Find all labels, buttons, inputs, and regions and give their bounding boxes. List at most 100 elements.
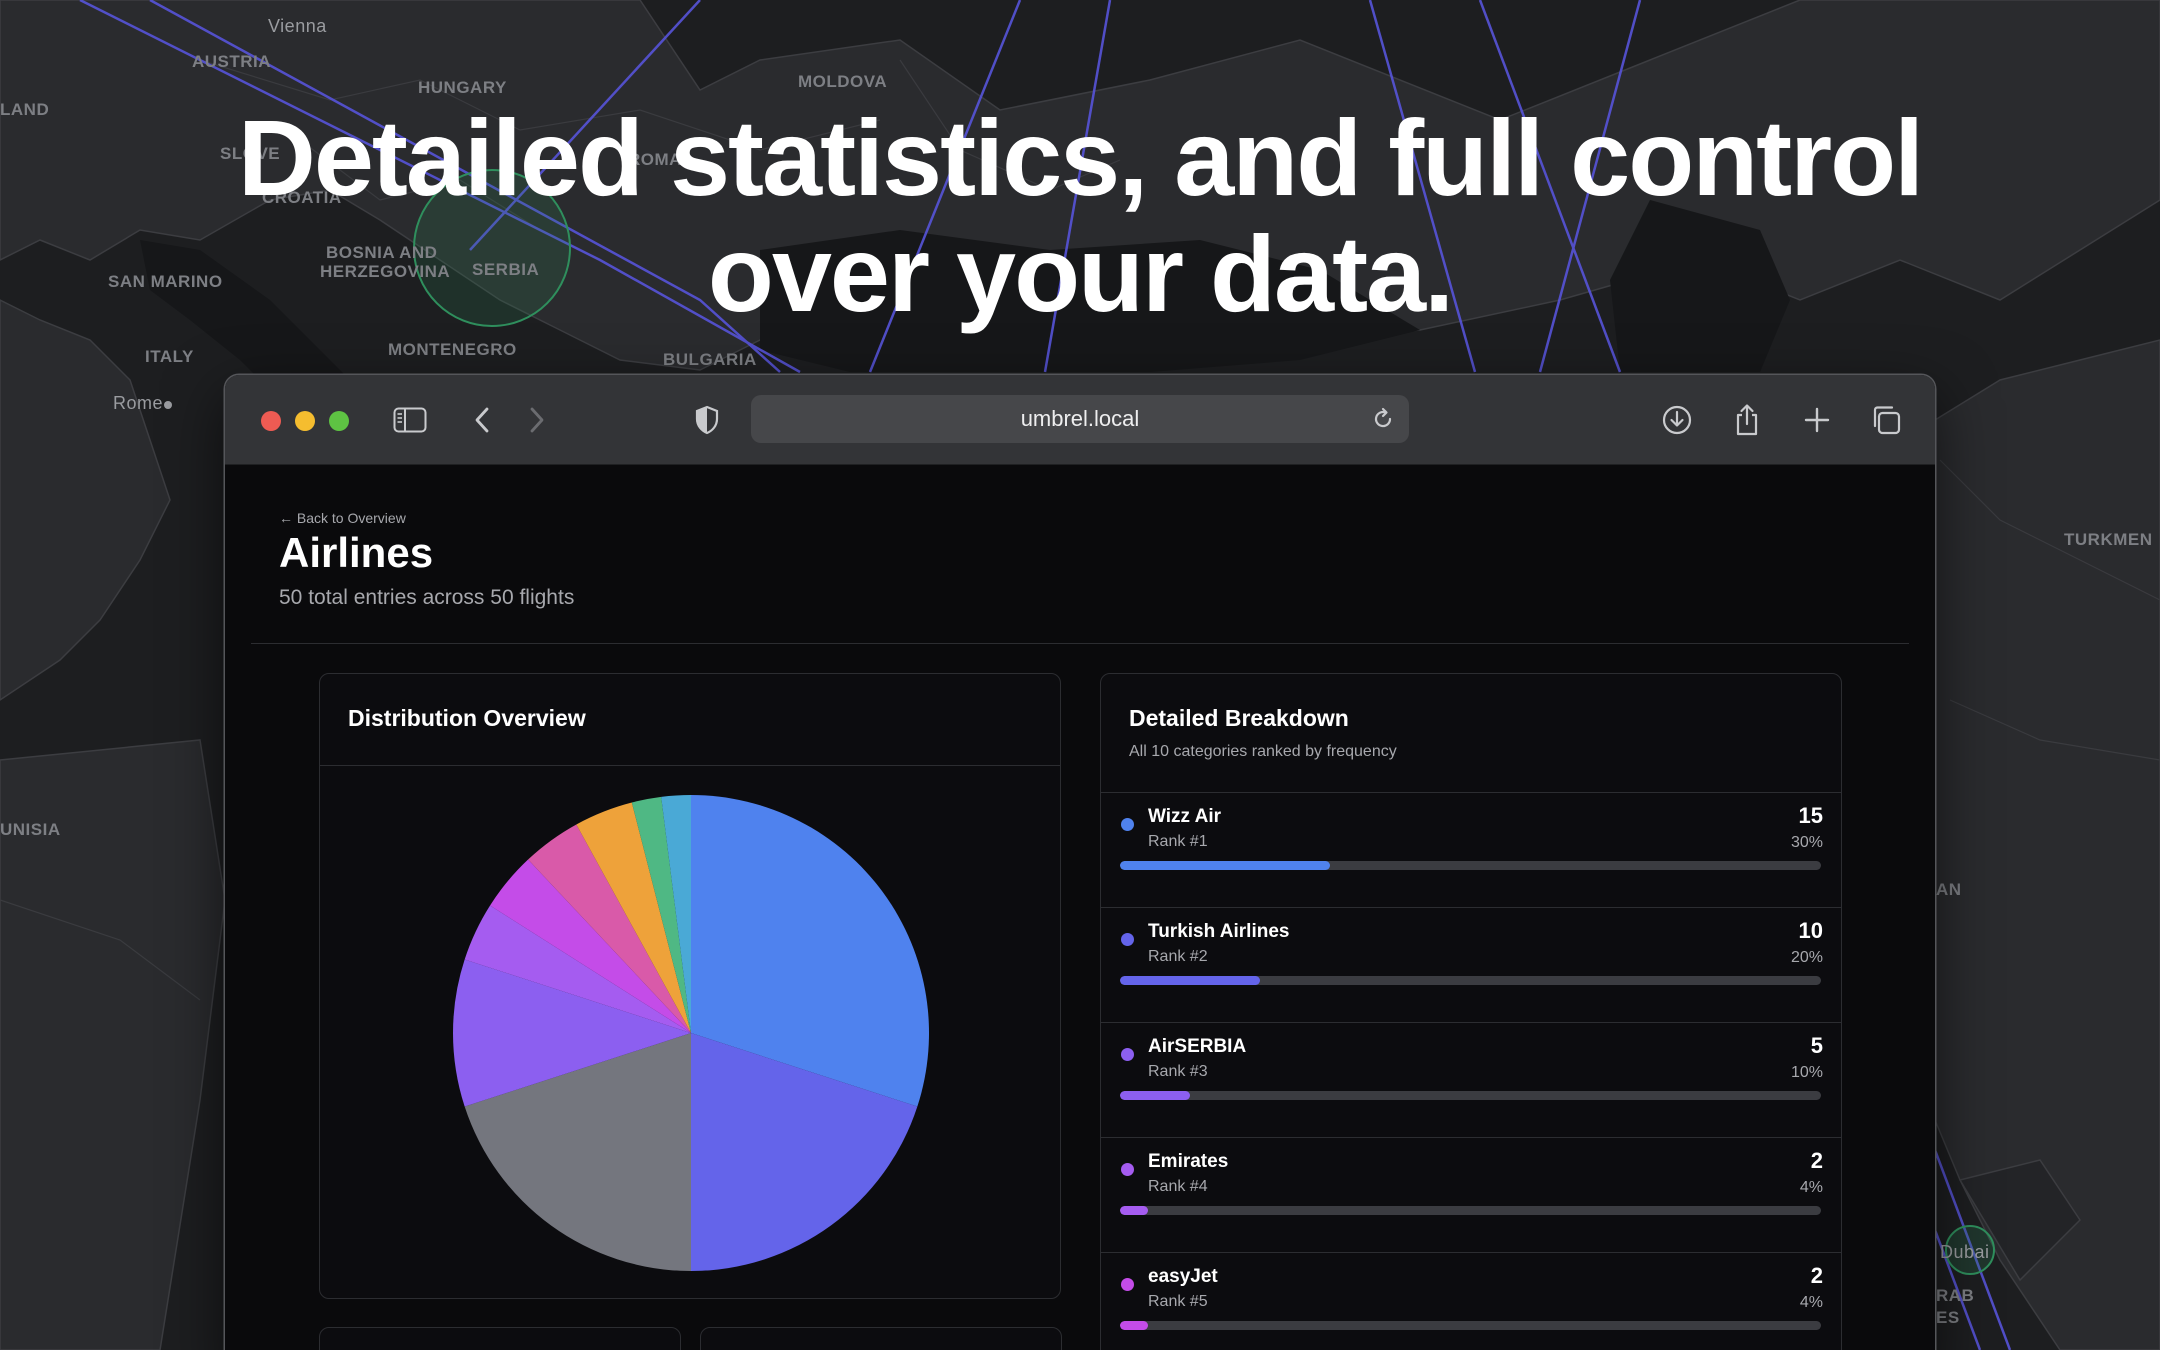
airline-count: 5 <box>1810 1033 1823 1058</box>
distribution-card: Distribution Overview <box>319 673 1061 1299</box>
pie-slice-1[interactable] <box>691 795 929 1107</box>
share-progress-fill <box>1120 1321 1149 1330</box>
map-label-slovenia: SLOVE <box>220 144 281 163</box>
header-divider <box>251 643 1909 644</box>
pie-slice-5[interactable] <box>464 905 691 1033</box>
map-label-montenegro: MONTENEGRO <box>388 340 517 359</box>
breakdown-row[interactable]: Turkish Airlines Rank #2 10 20% <box>1101 908 1841 1023</box>
series-color-dot <box>1121 1048 1134 1061</box>
map-label-bulgaria: BULGARIA <box>663 350 757 369</box>
breakdown-separator <box>1101 792 1841 793</box>
breakdown-row[interactable]: Wizz Air Rank #1 15 30% <box>1101 793 1841 908</box>
pie-slice-2[interactable] <box>691 1033 918 1271</box>
minimize-window-button[interactable] <box>295 411 315 431</box>
breakdown-row[interactable]: easyJet Rank #5 2 4% <box>1101 1253 1841 1350</box>
sidebar-icon[interactable] <box>390 400 430 440</box>
flight-routes <box>79 0 2012 1350</box>
airline-count: 15 <box>1798 803 1823 828</box>
series-color-dot <box>1121 933 1134 946</box>
airline-percent: 4% <box>1799 1179 1823 1196</box>
map-label-bosnia-1: BOSNIA AND <box>326 243 438 262</box>
series-color-dot <box>1121 1278 1134 1291</box>
map-label-hungary: HUNGARY <box>418 78 507 97</box>
airline-rank: Rank #3 <box>1148 1063 1208 1080</box>
airline-rank: Rank #2 <box>1148 948 1208 965</box>
browser-toolbar: umbrel.local <box>225 375 1935 465</box>
map-label-tunisia: UNISIA <box>0 820 61 839</box>
share-progress-track <box>1120 976 1821 985</box>
map-label-bosnia-2: HERZEGOVINA <box>320 262 451 281</box>
pie-slice-9[interactable] <box>631 796 691 1033</box>
share-progress-fill <box>1120 861 1331 870</box>
back-to-overview-link[interactable]: ← Back to Overview <box>279 510 406 526</box>
share-progress-track <box>1120 1091 1821 1100</box>
map-label-land: LAND <box>0 100 50 119</box>
distribution-separator <box>320 765 1060 766</box>
airline-name: Emirates <box>1148 1151 1229 1172</box>
distribution-title: Distribution Overview <box>348 705 586 731</box>
pie-slice-3[interactable] <box>464 1033 691 1271</box>
breakdown-row[interactable]: AirSERBIA Rank #3 5 10% <box>1101 1023 1841 1138</box>
headline-line-1: Detailed statistics, and full control <box>237 97 1924 218</box>
page-subtitle: 50 total entries across 50 flights <box>279 586 575 609</box>
airline-name: AirSERBIA <box>1148 1036 1247 1057</box>
extra-card-right <box>700 1327 1062 1350</box>
airline-count: 2 <box>1810 1263 1823 1288</box>
forward-icon[interactable] <box>517 400 557 440</box>
headline-line-2: over your data. <box>707 213 1454 334</box>
pie-slice-7[interactable] <box>528 824 691 1033</box>
plus-icon[interactable] <box>1797 400 1837 440</box>
map-label-italy: ITALY <box>145 347 194 366</box>
airline-percent: 4% <box>1799 1294 1823 1311</box>
reload-icon[interactable] <box>1367 403 1399 435</box>
pie-slice-4[interactable] <box>453 959 691 1107</box>
map-label-romania: ROMA <box>628 150 682 169</box>
address-bar[interactable]: umbrel.local <box>751 395 1409 443</box>
airline-name: easyJet <box>1148 1266 1218 1287</box>
airline-rank: Rank #4 <box>1148 1178 1208 1195</box>
airline-percent: 30% <box>1790 834 1823 851</box>
airline-rank: Rank #1 <box>1148 833 1208 850</box>
map-label-es: ES <box>1936 1308 1960 1327</box>
share-progress-fill <box>1120 1206 1149 1215</box>
map-label-austria: AUSTRIA <box>192 52 272 71</box>
back-icon[interactable] <box>462 400 502 440</box>
breakdown-row[interactable]: Emirates Rank #4 2 4% <box>1101 1138 1841 1253</box>
browser-window: umbrel.local ← Back to Overview Airlines… <box>225 375 1935 1350</box>
share-progress-track <box>1120 1206 1821 1215</box>
airline-percent: 20% <box>1790 949 1823 966</box>
series-color-dot <box>1121 818 1134 831</box>
map-label-moldova: MOLDOVA <box>798 72 888 91</box>
map-label-rome: Rome <box>113 393 164 413</box>
download-icon[interactable] <box>1657 400 1697 440</box>
map-label-rab: RAB <box>1936 1286 1975 1305</box>
hero-headline: Detailed statistics, and full control ov… <box>0 100 2160 332</box>
close-window-button[interactable] <box>261 411 281 431</box>
rome-dot <box>164 401 172 409</box>
breakdown-subtitle: All 10 categories ranked by frequency <box>1129 743 1397 760</box>
extra-card-left <box>319 1327 681 1350</box>
share-icon[interactable] <box>1727 400 1767 440</box>
airline-percent: 10% <box>1790 1064 1823 1081</box>
dubai-highlight-circle <box>1945 1225 1995 1275</box>
pie-slice-6[interactable] <box>490 859 691 1033</box>
share-progress-track <box>1120 861 1821 870</box>
breakdown-title: Detailed Breakdown <box>1129 705 1349 731</box>
serbia-highlight-circle <box>413 169 571 327</box>
zoom-window-button[interactable] <box>329 411 349 431</box>
page-title: Airlines <box>279 529 434 576</box>
airline-count: 10 <box>1798 918 1823 943</box>
map-label-vienna: Vienna <box>268 16 327 36</box>
pie-slice-10[interactable] <box>661 795 691 1033</box>
airline-count: 2 <box>1810 1148 1823 1173</box>
share-progress-track <box>1120 1321 1821 1330</box>
map-label-san-marino: SAN MARINO <box>108 272 223 291</box>
tabs-icon[interactable] <box>1866 400 1906 440</box>
series-color-dot <box>1121 1163 1134 1176</box>
url-text: umbrel.local <box>1020 406 1140 431</box>
pie-slice-8[interactable] <box>576 802 691 1033</box>
shield-icon[interactable] <box>687 400 727 440</box>
map-label-dubai: Dubai <box>1940 1242 1990 1262</box>
map-label-an: AN <box>1936 880 1962 899</box>
